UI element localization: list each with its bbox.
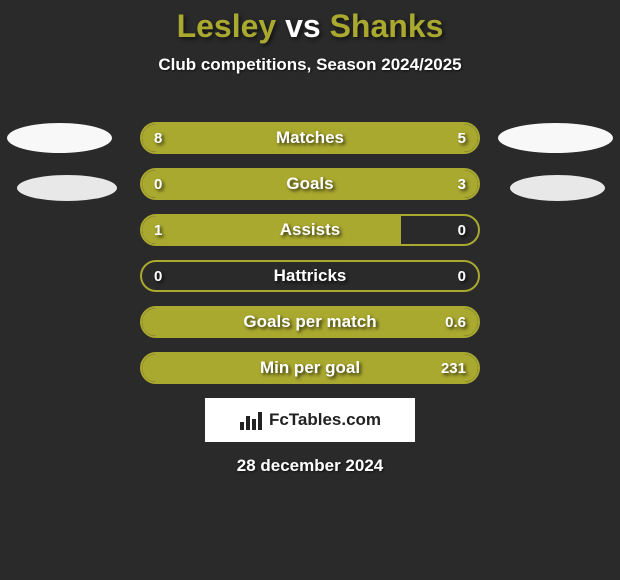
logo-text: FcTables.com — [269, 410, 381, 430]
stat-row: Goals0 3 — [140, 168, 480, 200]
stat-value-left: 8 — [154, 124, 162, 152]
stat-label: Matches — [142, 124, 478, 152]
stat-value-right: 0 — [458, 216, 466, 244]
player2-avatar-placeholder — [498, 123, 613, 153]
player1-badge-placeholder — [17, 175, 117, 201]
player2-name: Shanks — [330, 8, 444, 44]
stat-label: Goals per match — [142, 308, 478, 336]
barchart-icon — [239, 410, 263, 430]
player2-badge-placeholder — [510, 175, 605, 201]
stat-row: Assists1 0 — [140, 214, 480, 246]
stat-value-left: 0 — [154, 170, 162, 198]
stat-label: Hattricks — [142, 262, 478, 290]
vs-text: vs — [285, 8, 321, 44]
stat-value-right: 0 — [458, 262, 466, 290]
fctables-logo[interactable]: FcTables.com — [205, 398, 415, 442]
stat-label: Assists — [142, 216, 478, 244]
stat-value-left: 1 — [154, 216, 162, 244]
stat-bars-container: Matches85Goals03Assists10Hattricks00Goal… — [140, 122, 480, 398]
snapshot-date: 28 december 2024 — [0, 456, 620, 476]
stat-value-right: 0.6 — [445, 308, 466, 336]
subtitle-text: Club competitions, Season 2024/2025 — [0, 55, 620, 75]
stat-label: Goals — [142, 170, 478, 198]
stat-row: Matches8 5 — [140, 122, 480, 154]
stat-value-right: 3 — [458, 170, 466, 198]
comparison-title: Lesley vs Shanks — [0, 0, 620, 45]
stat-row: Goals per match0.6 — [140, 306, 480, 338]
player1-avatar-placeholder — [7, 123, 112, 153]
stat-row: Min per goal231 — [140, 352, 480, 384]
stat-value-left: 0 — [154, 262, 162, 290]
stat-label: Min per goal — [142, 354, 478, 382]
stat-value-right: 231 — [441, 354, 466, 382]
stat-row: Hattricks0 0 — [140, 260, 480, 292]
stat-value-right: 5 — [458, 124, 466, 152]
player1-name: Lesley — [177, 8, 277, 44]
